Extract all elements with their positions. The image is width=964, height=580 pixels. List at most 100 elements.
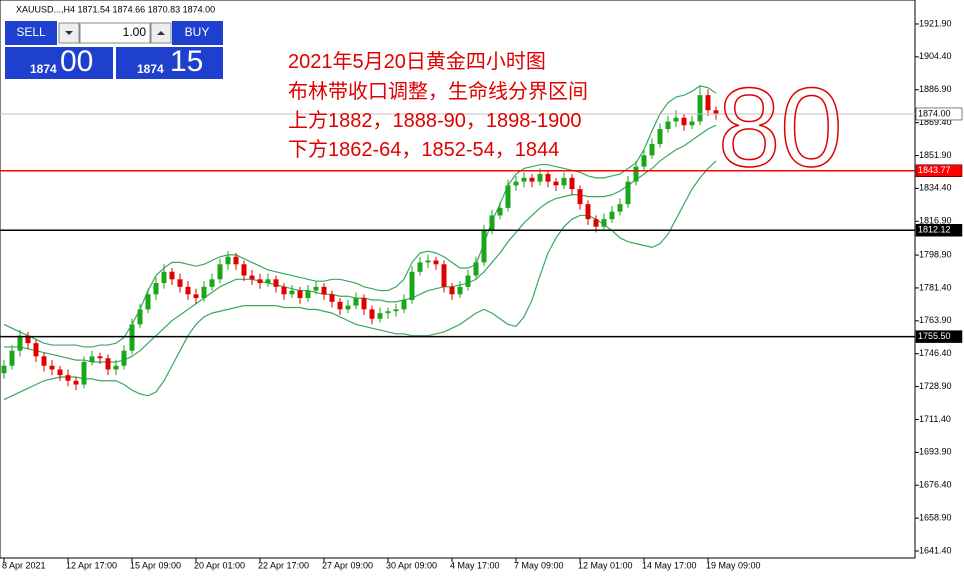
candle-body (129, 324, 135, 351)
annotation: 下方1862-64，1852-54，1844 (288, 138, 559, 161)
candle-body (481, 230, 487, 263)
candle-body (17, 335, 23, 351)
candle-body (41, 356, 47, 366)
candle-body (529, 177, 535, 182)
sell-button[interactable] (5, 21, 57, 45)
candle-body (49, 365, 55, 370)
candle-body (297, 290, 303, 299)
x-tick-label: 27 Apr 09:00 (322, 560, 373, 570)
candle-body (321, 286, 327, 295)
y-tick-label: 1693.90 (919, 447, 952, 457)
candle-body (233, 256, 239, 265)
candle-body (209, 279, 215, 287)
x-tick-label: 22 Apr 17:00 (258, 560, 309, 570)
candle-body (225, 256, 231, 265)
buy-button[interactable] (172, 21, 223, 45)
candle-body (337, 301, 343, 310)
candle-body (153, 283, 159, 295)
candle-body (473, 262, 479, 276)
candle-body (409, 271, 415, 300)
candle-body (265, 279, 271, 284)
candle-body (569, 177, 575, 190)
candle-body (545, 174, 551, 182)
candle-body (433, 260, 439, 265)
price-level-box (915, 107, 963, 121)
down-arrow (65, 31, 73, 35)
candle-body (537, 174, 543, 182)
candle-body (705, 95, 711, 111)
candle-body (553, 181, 559, 186)
candle-body (257, 279, 263, 284)
candle-body (137, 309, 143, 325)
x-tick-label: 19 May 09:00 (706, 560, 761, 570)
candle-body (345, 305, 351, 310)
candle-body (617, 204, 623, 212)
price-level-box (915, 330, 963, 343)
bid-box[interactable] (5, 47, 113, 79)
candle-body (369, 309, 375, 319)
candle-body (305, 290, 311, 299)
x-tick-label: 14 May 17:00 (642, 560, 697, 570)
candle-body (625, 181, 631, 205)
bollinger-upper (3, 85, 717, 348)
candle-body (505, 185, 511, 208)
y-tick-label: 1851.90 (919, 150, 952, 160)
candle-body (601, 219, 607, 227)
price-level-box (915, 223, 963, 237)
candle-body (401, 299, 407, 310)
y-tick-label: 1676.40 (919, 480, 952, 490)
ask-box[interactable] (116, 47, 223, 79)
buy-label[interactable]: BUY (185, 25, 210, 39)
x-tick-label: 30 Apr 09:00 (386, 560, 437, 570)
candle-body (185, 286, 191, 295)
candle-body (81, 361, 87, 385)
candle-body (513, 181, 519, 186)
candle-body (33, 343, 39, 357)
candle-body (521, 177, 527, 182)
chart-header: XAUUSD...,H4 1871.54 1874.66 1870.83 187… (16, 4, 215, 14)
price-level-label: 1874.00 (918, 108, 951, 118)
x-tick-label: 8 Apr 2021 (2, 560, 46, 570)
candle-body (89, 356, 95, 362)
candle-body (9, 350, 15, 366)
y-tick-label: 1921.90 (919, 18, 952, 28)
y-tick-label: 1711.40 (919, 414, 951, 424)
candle-body (177, 279, 183, 287)
candle-body (281, 286, 287, 295)
candle-body (25, 335, 31, 344)
candle-body (385, 311, 391, 314)
y-tick-label: 1886.90 (919, 84, 952, 94)
bid-small: 00 (60, 45, 93, 78)
lot-field[interactable] (79, 22, 151, 44)
candle-body (609, 211, 615, 220)
x-tick-label: 4 May 17:00 (450, 560, 500, 570)
candle-body (713, 110, 719, 114)
x-tick-label: 12 May 01:00 (578, 560, 633, 570)
candle-body (425, 260, 431, 263)
y-tick-label: 1834.40 (919, 183, 952, 193)
candle-body (161, 271, 167, 284)
candle-body (465, 275, 471, 287)
candle-body (393, 309, 399, 312)
candle-body (273, 279, 279, 287)
candle-body (633, 166, 639, 182)
candle-body (585, 204, 591, 220)
candle-body (113, 365, 119, 370)
candle-body (313, 286, 319, 291)
overlay: 2021年5月20日黄金四小时图 布林带收口调整，生命线分界区间 上方1882，… (288, 50, 843, 191)
candle-body (441, 264, 447, 287)
sell-label[interactable]: SELL (16, 25, 46, 39)
candle-body (217, 264, 223, 280)
ask-small: 15 (170, 45, 203, 78)
candle-body (201, 286, 207, 299)
candle-body (105, 358, 111, 370)
y-tick-label: 1869.40 (919, 117, 952, 127)
plot-frame (0, 0, 916, 559)
candle-body (1, 365, 7, 374)
bid-big: 1874 (30, 62, 57, 76)
candle-body (665, 121, 671, 130)
candle-body (121, 350, 127, 366)
candle-body (57, 369, 63, 376)
candle-body (497, 207, 503, 216)
